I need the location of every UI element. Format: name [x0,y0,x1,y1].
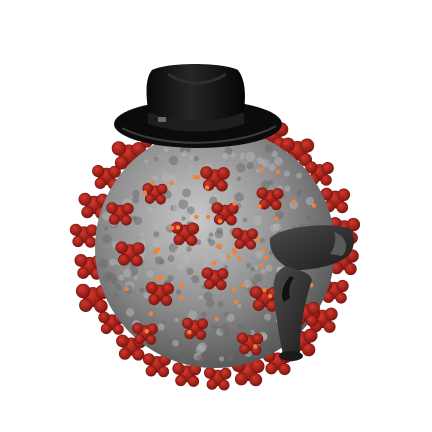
virus-dot [150,180,155,185]
virus-dot [217,219,223,224]
virus-spike [236,332,264,356]
virus-dot [124,286,129,292]
virus-dot [204,185,210,190]
virus-spike [132,322,158,345]
virus-spike [115,241,145,267]
virus-spike [204,367,232,391]
virus-dot [233,299,239,305]
virus-dot [237,256,242,261]
virus-dot [275,169,281,174]
virus-dot [261,248,266,253]
hat-brim-shine [121,125,277,144]
scanner-base [279,351,303,361]
virus-dot [148,311,153,316]
hat-band [148,112,244,132]
virus-dot [196,175,201,180]
virus-spike [232,227,258,250]
virus-dot [192,175,198,180]
virus-spike [116,334,147,361]
virus-spike [305,161,334,186]
barcode-scanner [269,225,354,362]
virus-dot [179,283,184,288]
virus-spike [201,267,229,291]
virus-dot [169,225,175,231]
virus-spike [145,281,175,307]
virus-dot [231,287,237,292]
scanner-head [269,225,354,270]
virus-spike [172,362,202,387]
virus-dot [253,344,258,349]
virus-spike [256,187,284,211]
virus-dot [263,256,269,261]
virus-dot [159,275,164,280]
virus-dot [142,190,147,195]
virus-dot [187,329,192,335]
virus-dot [232,201,237,206]
virus-dot [155,275,160,281]
virus-dot [258,263,264,268]
virus-dot [211,261,217,266]
virus-dot [259,167,264,172]
virus-dot [144,329,149,334]
virus-dot [311,203,317,208]
hat-crown [146,64,245,124]
virus-dot [214,316,219,322]
virus-dot [267,293,273,299]
virus-dot [175,225,181,230]
virus-dot [240,283,245,288]
virus-dot [255,237,260,242]
virus-dot [257,204,262,209]
virus-dot [169,180,174,185]
virus-dot [291,199,297,204]
virus-dot [226,254,231,259]
virus-spike [106,202,134,226]
virus-dot [231,247,237,252]
virus-dot [194,214,199,220]
hat-band-buckle [158,117,166,122]
hat-crease [167,72,227,85]
virus-dot [206,214,211,220]
scanner-window [330,232,347,256]
virus-dot [262,287,267,293]
virus-spike [69,223,99,248]
virus-dot [153,250,158,255]
virus-dot [274,216,279,221]
fedora-hat [114,64,282,148]
virus-spike [142,183,168,205]
virus-dot [217,243,223,248]
scanner-trigger [282,276,294,302]
virus-dot [179,295,184,301]
